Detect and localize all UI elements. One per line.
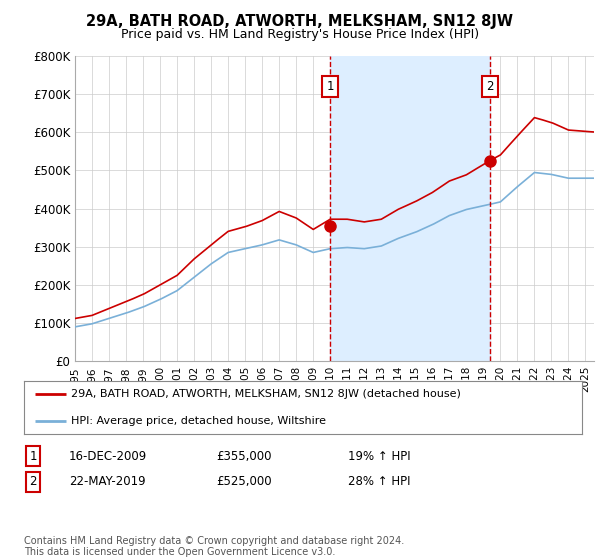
Text: £355,000: £355,000 — [216, 450, 271, 463]
Text: 22-MAY-2019: 22-MAY-2019 — [69, 475, 146, 488]
Text: 16-DEC-2009: 16-DEC-2009 — [69, 450, 147, 463]
Text: 19% ↑ HPI: 19% ↑ HPI — [348, 450, 410, 463]
Text: 2: 2 — [29, 475, 37, 488]
Text: 28% ↑ HPI: 28% ↑ HPI — [348, 475, 410, 488]
Text: £525,000: £525,000 — [216, 475, 272, 488]
Text: 1: 1 — [326, 80, 334, 93]
Bar — [330, 56, 490, 361]
Text: 1: 1 — [29, 450, 37, 463]
Text: 29A, BATH ROAD, ATWORTH, MELKSHAM, SN12 8JW: 29A, BATH ROAD, ATWORTH, MELKSHAM, SN12 … — [86, 14, 514, 29]
Text: 2: 2 — [486, 80, 494, 93]
Text: 29A, BATH ROAD, ATWORTH, MELKSHAM, SN12 8JW (detached house): 29A, BATH ROAD, ATWORTH, MELKSHAM, SN12 … — [71, 389, 461, 399]
Text: Price paid vs. HM Land Registry's House Price Index (HPI): Price paid vs. HM Land Registry's House … — [121, 28, 479, 41]
Text: HPI: Average price, detached house, Wiltshire: HPI: Average price, detached house, Wilt… — [71, 416, 326, 426]
Text: Contains HM Land Registry data © Crown copyright and database right 2024.
This d: Contains HM Land Registry data © Crown c… — [24, 535, 404, 557]
